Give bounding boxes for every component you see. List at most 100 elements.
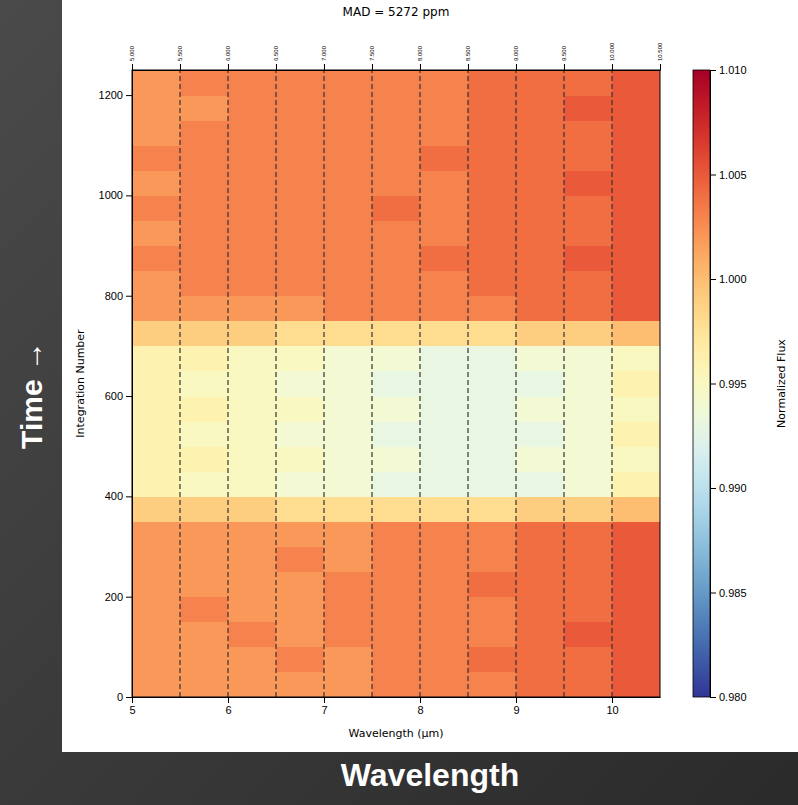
heat-cell bbox=[132, 220, 181, 246]
heat-cell bbox=[516, 321, 565, 347]
tick: 0 bbox=[117, 691, 132, 703]
heat-cell bbox=[420, 321, 469, 347]
dashed-line bbox=[515, 70, 516, 697]
tick-label: 600 bbox=[105, 390, 123, 402]
heat-cell bbox=[516, 346, 565, 372]
heat-cell bbox=[468, 296, 517, 322]
heat-cell bbox=[612, 471, 660, 497]
heat-cell bbox=[372, 246, 421, 272]
heat-cell bbox=[276, 371, 325, 397]
heat-cell bbox=[420, 496, 469, 522]
heat-cell bbox=[372, 70, 421, 96]
tick-label: 1.000 bbox=[719, 273, 747, 285]
tick-mark bbox=[420, 697, 421, 703]
heat-cell bbox=[324, 471, 373, 497]
heat-cell bbox=[516, 647, 565, 673]
heat-cell bbox=[132, 547, 181, 573]
y-axis-title: Integration Number bbox=[74, 329, 87, 438]
heat-cell bbox=[180, 547, 229, 573]
heat-cell bbox=[564, 572, 613, 598]
tick-label: 0.990 bbox=[719, 482, 747, 494]
heat-cell bbox=[420, 421, 469, 447]
heat-cell bbox=[228, 647, 277, 673]
axis-line bbox=[132, 71, 133, 698]
heat-cell bbox=[420, 195, 469, 221]
heat-cell bbox=[420, 346, 469, 372]
heat-cell bbox=[228, 246, 277, 272]
heat-cell bbox=[132, 145, 181, 171]
heat-cell bbox=[180, 446, 229, 472]
heat-cell bbox=[324, 246, 373, 272]
heat-cell bbox=[324, 195, 373, 221]
heat-cell bbox=[372, 95, 421, 121]
heat-cell bbox=[132, 120, 181, 146]
heat-cell bbox=[372, 220, 421, 246]
heat-cell bbox=[132, 195, 181, 221]
heat-cell bbox=[276, 672, 325, 697]
heat-cell bbox=[228, 296, 277, 322]
heat-cell bbox=[180, 572, 229, 598]
heat-cell bbox=[516, 672, 565, 697]
tick-label: 0.995 bbox=[719, 378, 747, 390]
heat-cell bbox=[612, 496, 660, 522]
heat-cell bbox=[564, 271, 613, 297]
heat-cell bbox=[516, 95, 565, 121]
heat-cell bbox=[468, 195, 517, 221]
heat-cell bbox=[132, 521, 181, 547]
heat-cell bbox=[612, 572, 660, 598]
heat-cell bbox=[516, 396, 565, 422]
heat-cell bbox=[612, 95, 660, 121]
tick-mark bbox=[420, 64, 421, 70]
tick: 8.000 bbox=[417, 45, 423, 70]
heat-cell bbox=[324, 572, 373, 598]
heat-cell bbox=[516, 145, 565, 171]
heat-cell bbox=[180, 471, 229, 497]
heat-cell bbox=[516, 271, 565, 297]
heat-cell bbox=[372, 271, 421, 297]
tick: 0.980 bbox=[710, 691, 747, 703]
heat-cell bbox=[228, 95, 277, 121]
tick-mark bbox=[516, 64, 517, 70]
heat-cell bbox=[468, 95, 517, 121]
tick-mark bbox=[180, 64, 181, 70]
heat-cell bbox=[468, 220, 517, 246]
tick-mark bbox=[710, 70, 716, 71]
heat-cell bbox=[372, 496, 421, 522]
heat-cell bbox=[420, 246, 469, 272]
heat-cell bbox=[612, 421, 660, 447]
heat-cell bbox=[516, 471, 565, 497]
heat-cell bbox=[276, 421, 325, 447]
heat-cell bbox=[564, 496, 613, 522]
heat-cell bbox=[228, 271, 277, 297]
heat-cell bbox=[516, 496, 565, 522]
heat-cell bbox=[276, 521, 325, 547]
heat-cell bbox=[372, 371, 421, 397]
heat-cell bbox=[180, 597, 229, 623]
heat-cell bbox=[420, 471, 469, 497]
tick: 400 bbox=[105, 490, 132, 502]
heat-cell bbox=[132, 597, 181, 623]
y-axis: 020040060080010001200 bbox=[99, 71, 133, 704]
tick-mark bbox=[228, 697, 229, 703]
heat-cell bbox=[276, 296, 325, 322]
heat-cell bbox=[276, 321, 325, 347]
heat-cell bbox=[516, 195, 565, 221]
heat-cell bbox=[372, 346, 421, 372]
heat-cell bbox=[276, 597, 325, 623]
tick: 10 bbox=[606, 697, 618, 716]
heat-cell bbox=[180, 70, 229, 96]
heat-cell bbox=[132, 496, 181, 522]
tick-mark bbox=[468, 64, 469, 70]
heat-cell bbox=[276, 95, 325, 121]
heat-cell bbox=[276, 396, 325, 422]
tick-mark bbox=[126, 496, 132, 497]
heat-cell bbox=[132, 421, 181, 447]
heat-cell bbox=[612, 647, 660, 673]
heat-cell bbox=[132, 70, 181, 96]
heat-cell bbox=[228, 70, 277, 96]
heat-cell bbox=[612, 120, 660, 146]
heat-cell bbox=[180, 220, 229, 246]
dashed-line bbox=[179, 70, 180, 697]
colorbar bbox=[693, 70, 710, 697]
heat-cell bbox=[180, 246, 229, 272]
